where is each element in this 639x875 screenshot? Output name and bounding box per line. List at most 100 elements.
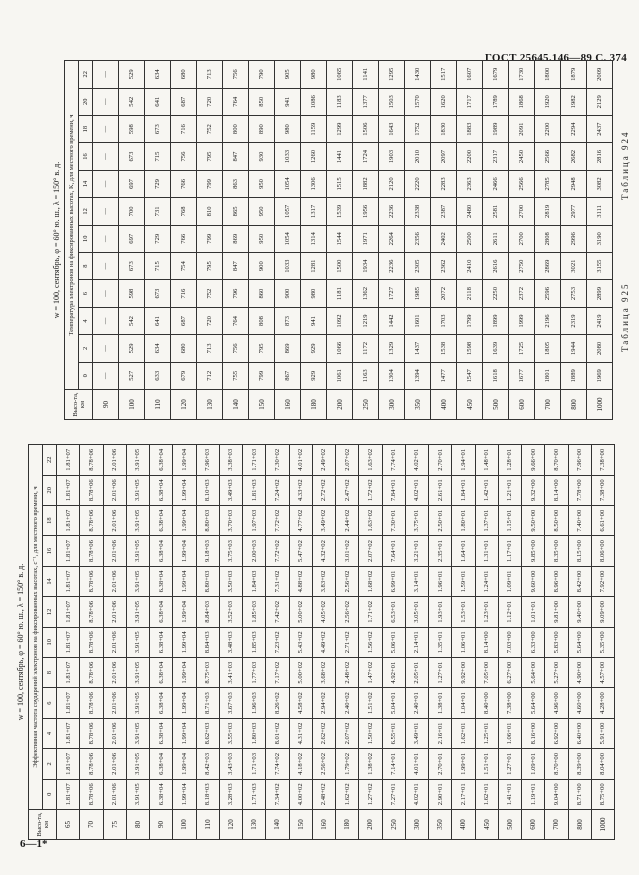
value-cell: 1.99+04 [172,505,196,536]
value-cell: 1879 [560,60,587,89]
value-cell: 1515 [326,170,353,198]
value-cell: 5.43+02 [289,627,313,658]
value-cell: 1969 [586,362,613,390]
value-cell: 3.43+03 [219,748,243,780]
value-cell: 1717 [456,88,483,116]
value-cell: 634 [144,334,171,363]
value-cell: 9.66+00 [521,444,545,476]
value-cell: 799 [248,362,275,390]
value-cell: 980 [300,60,327,89]
value-cell: 1679 [482,60,509,89]
value-cell: 847 [222,252,249,280]
value-cell: 8.80+03 [196,566,220,597]
data-row: 250 1163 1172 1219 1362 1934 1971 1956 1882 1724 1… [352,60,379,420]
value-cell: 890 [248,115,275,143]
height-cell: 180 [335,809,359,840]
value-cell: 8.84+03 [196,627,220,658]
value-cell: 673 [118,142,145,171]
value-cell: 633 [144,362,171,390]
value-cell: 1.21+01 [498,475,522,506]
value-cell: 1086 [300,88,327,116]
value-cell: 810 [196,197,223,226]
value-cell: 2338 [404,197,431,226]
value-cell: 2.14+01 [405,627,429,658]
value-cell: 2410 [456,252,483,280]
hour-header: 4 [78,307,93,335]
value-cell: 2200 [456,142,483,171]
value-cell: 1061 [326,362,353,390]
value-cell: 634 [144,60,171,89]
value-cell: 752 [196,279,223,308]
value-cell: 1260 [300,142,327,171]
data-row: 120 679 680 687 716 754 766 768 766 756 716 687 680 [170,60,197,420]
value-cell: 1.37+01 [475,505,499,536]
value-cell: 2009 [586,60,613,89]
value-cell: 2.47+02 [335,475,359,506]
page-header: ГОСТ 25645.146—89 С. 374 [484,52,627,64]
value-cell: 3.14+01 [405,566,429,597]
hour-header: 8 [42,657,57,688]
value-cell: 1.38+02 [358,748,382,780]
value-cell: 1868 [508,88,535,116]
value-cell: — [92,252,119,280]
value-cell: — [92,170,119,198]
value-cell: 5.35+00 [591,627,615,658]
data-row: 150 799 795 808 860 900 950 950 950 930 890 850 790 [248,60,275,420]
value-cell: 1.99+04 [172,779,196,810]
value-cell: 2.49+02 [312,444,336,476]
value-cell: 1643 [378,115,405,143]
value-cell: 4.90+00 [568,657,592,688]
hour-header: 20 [42,475,57,506]
data-row: 800 8.71+00 8.39+00 6.40+00 4.60+00 4.90+00 5.… [568,444,592,840]
value-cell: 2611 [482,225,509,253]
value-cell: 4.01+01 [405,748,429,780]
value-cell: 850 [248,88,275,116]
hour-header: 14 [78,170,93,198]
value-cell: 1.09+01 [498,566,522,597]
value-cell: 1.27+02 [358,779,382,810]
value-cell: 8.78+06 [79,596,103,628]
value-cell: 1620 [430,88,457,116]
value-cell: 7.42+02 [265,596,289,628]
value-cell: — [92,362,119,390]
value-cell: 2948 [560,170,587,198]
value-cell: 2387 [430,197,457,226]
value-cell: 1.41+01 [498,779,522,810]
header-row: Высо-та, км Температура электронов на фик… [64,60,93,420]
value-cell: 7.14+01 [382,748,406,780]
value-cell: 2.44+02 [335,505,359,536]
value-cell: 2236 [378,252,405,280]
value-cell: 2.01+06 [103,535,127,567]
value-cell: 680 [170,60,197,89]
value-cell: 1.12+01 [498,596,522,628]
value-cell: 4.00+02 [289,779,313,810]
value-cell: 2356 [404,225,431,253]
value-cell: 6.38+04 [149,657,173,688]
value-cell: 1.99+04 [172,566,196,597]
value-cell: 1306 [300,170,327,198]
value-cell: 5.64+00 [521,687,545,719]
data-row: 300 1304 1329 1442 1727 2236 2264 2236 2120 1903 1… [378,60,405,420]
value-cell: 1.17+01 [498,535,522,567]
value-cell: 1500 [326,252,353,280]
value-cell: 1.97+03 [242,505,266,536]
height-cell: 200 [326,389,353,420]
value-cell: 1.81+07 [56,718,80,749]
hour-header: 22 [78,60,93,89]
value-cell: 2682 [560,142,587,171]
height-cell: 65 [56,809,80,840]
value-cell: 6.55+01 [382,718,406,749]
value-cell: 1295 [378,60,405,89]
data-row: 700 9.04+00 8.70+00 6.92+00 4.96+00 5.27+00 5.… [544,444,568,840]
value-cell: 1971 [352,225,379,253]
value-cell: 930 [248,142,275,171]
value-cell: 1.71+03 [242,779,266,810]
value-cell: 6.27+00 [498,657,522,688]
value-cell: 712 [196,362,223,390]
value-cell: 1.71+02 [358,596,382,628]
value-cell: 8.96+00 [544,566,568,597]
value-cell: 1.79+02 [335,748,359,780]
value-cell: 1183 [326,88,353,116]
value-cell: 3.91+05 [126,687,150,719]
value-cell: 6.40+00 [568,718,592,749]
